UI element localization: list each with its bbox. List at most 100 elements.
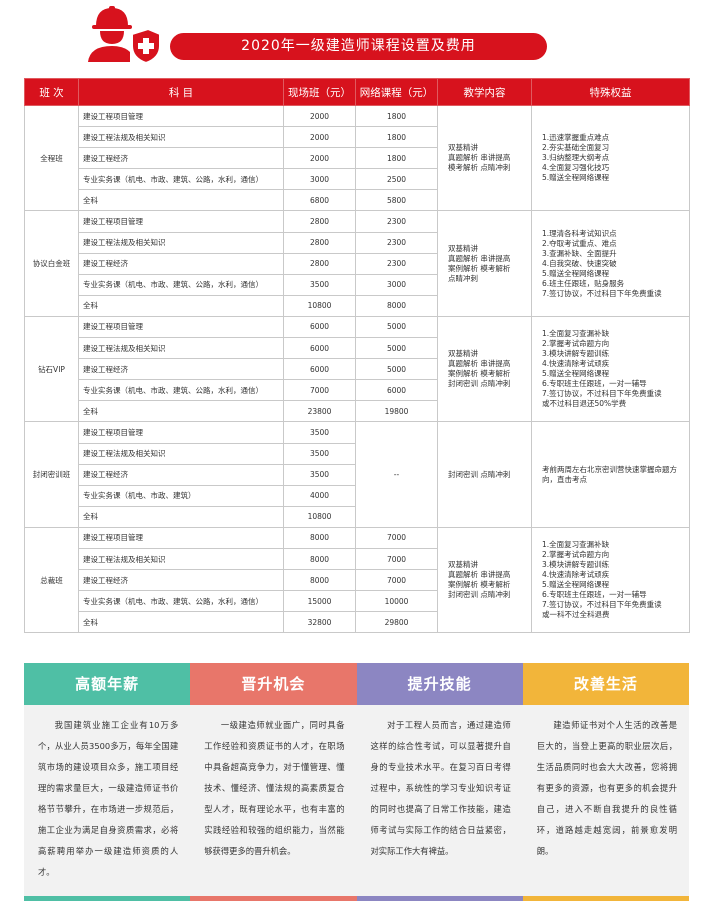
- online-price: 3000: [355, 273, 438, 296]
- table-row: 建设工程经济 3500: [25, 463, 690, 486]
- onsite-price: 2800: [283, 231, 356, 254]
- online-price: 8000: [355, 294, 438, 317]
- subject: 全科: [78, 505, 284, 528]
- onsite-price: 2000: [283, 147, 356, 170]
- online-price: 6000: [355, 379, 438, 402]
- teaching-line: 双基精讲: [448, 560, 478, 570]
- subject: 建设工程法规及相关知识: [78, 231, 284, 254]
- onsite-price: 4000: [283, 484, 356, 507]
- table-row: 总裁班 建设工程项目管理 8000 7000 双基精讲 真题解析 串讲提高 案例解析 模考解…: [24, 526, 690, 634]
- benefit-line: 6.专职班主任跟班，一对一辅导: [542, 379, 647, 389]
- benefit-line: 3.归纳整理大纲考点: [542, 153, 610, 163]
- online-price: 7000: [355, 569, 438, 592]
- benefit-line: 6.班主任跟班，贴身服务: [542, 278, 625, 288]
- subject: 建设工程经济: [78, 358, 284, 381]
- card-title: 提升技能: [356, 663, 523, 705]
- online-price: 1800: [355, 147, 438, 170]
- subject: 建设工程法规及相关知识: [78, 126, 284, 149]
- online-price: 29800: [355, 611, 438, 634]
- class-name: 钻石VIP: [24, 315, 79, 423]
- benefits: 1.全面复习查漏补缺 2.掌握考试命题方向 3.模块讲解专题训练 4.快速清除考试顽疾…: [531, 315, 690, 423]
- online-price: 5000: [355, 315, 438, 339]
- benefits: 1.理清各科考试知识点 2.夺取考试重点、难点 3.查漏补缺、全面提升 4.自我突破、…: [531, 210, 690, 317]
- teaching-line: 点睛冲刺: [448, 273, 478, 283]
- column-header: 现场班（元）: [283, 78, 356, 106]
- benefit-line: 2.夯实基础全面复习: [542, 143, 610, 153]
- benefit-line: 4.自我突破、快速突破: [542, 258, 617, 268]
- teaching-line: 案例解析 模考解析: [448, 580, 511, 590]
- card-strip: [522, 896, 689, 901]
- benefit-line: 6.专职班主任跟班，一对一辅导: [542, 590, 647, 600]
- benefit-line: 1.全面复习查漏补缺: [542, 540, 610, 550]
- online-price: --: [355, 421, 438, 528]
- icon: [88, 6, 161, 64]
- benefit-line: 1.全面复习查漏补缺: [542, 329, 610, 339]
- subject: 全科: [78, 294, 284, 317]
- onsite-price: 2800: [283, 210, 356, 233]
- online-price: 1800: [355, 104, 438, 128]
- onsite-price: 3000: [283, 168, 356, 191]
- column-header: 特殊权益: [531, 78, 690, 106]
- class-name: 封闭密训班: [24, 421, 79, 528]
- online-price: 10000: [355, 590, 438, 613]
- table-row: 封闭密训班 建设工程项目管理 3500 -- 封闭密训 点睛冲刺 考前两周左右北京密训营快…: [24, 421, 690, 528]
- teaching-line: 真题解析 串讲提高: [448, 253, 511, 263]
- subject: 建设工程经济: [78, 569, 284, 592]
- column-header: 班 次: [24, 78, 79, 106]
- benefit-line: 4.快速清除考试顽疾: [542, 570, 610, 580]
- benefit-line: 5.赠送全程网络课程: [542, 369, 610, 379]
- card-text: 对于工程人员而言，通过建造师这样的综合性考试，可以显著提升自身的专业技术水平。在…: [370, 720, 511, 856]
- column-header: 网络课程（元）: [355, 78, 438, 106]
- card-strip: [356, 896, 523, 901]
- teaching-content: 封闭密训 点睛冲刺: [437, 421, 532, 528]
- teaching-line: 真题解析 串讲提高: [448, 359, 511, 369]
- teaching-line: 双基精讲: [448, 349, 478, 359]
- teaching-line: 案例解析 模考解析: [448, 369, 511, 379]
- subject: 专业实务课（机电、市政、建筑、公路，水利，通信）: [78, 379, 284, 402]
- table-row: 建设工程经济 6000 5000: [25, 358, 690, 381]
- table-row: 全程班 建设工程项目管理 2000 1800 双基精讲 真题解析 串讲提高 模考解析 点睛冲…: [24, 104, 690, 212]
- onsite-price: 2000: [283, 104, 356, 128]
- class-name: 全程班: [24, 104, 79, 212]
- onsite-price: 3500: [283, 442, 356, 465]
- benefit-line: 7.签订协议，不过科目下年免费重读: [542, 389, 662, 399]
- subject: 建设工程项目管理: [78, 421, 284, 444]
- table-row: 专业实务课（机电、市政、建筑、公路，水利，通信） 15000 10000: [25, 590, 690, 613]
- teaching-line: 封闭密训 点睛冲刺: [448, 469, 511, 479]
- card-title: 高额年薪: [24, 663, 191, 705]
- subject: 建设工程项目管理: [78, 104, 284, 128]
- teaching-line: 双基精讲: [448, 243, 478, 253]
- course-table: 班 次科 目现场班（元） 网络课程（元） 教学内容 特殊权益 全程班 建设工程项目管理 2…: [24, 78, 690, 634]
- subject: 全科: [78, 400, 284, 423]
- benefit-line: 1.迅速掌握重点难点: [542, 133, 610, 143]
- onsite-price: 3500: [283, 421, 356, 444]
- subject: 建设工程项目管理: [78, 210, 284, 233]
- card: 提升技能对于工程人员而言，通过建造师这样的综合性考试，可以显著提升自身的专业技术…: [356, 663, 523, 901]
- benefit-line: 7.签订协议，不过科目下年免费重读: [542, 288, 662, 298]
- table-row: 全科 32800 29800: [25, 611, 690, 634]
- onsite-price: 7000: [283, 379, 356, 402]
- benefit-line: 或一科不过全科退费: [542, 610, 610, 620]
- subject: 专业实务课（机电、市政、建筑、公路，水利，通信）: [78, 168, 284, 191]
- subject: 建设工程项目管理: [78, 526, 284, 549]
- teaching-content: 双基精讲 真题解析 串讲提高 案例解析 模考解析 封闭密训 点睛冲刺: [437, 315, 532, 423]
- benefit-line: 4.快速清除考试顽疾: [542, 359, 610, 369]
- page-title: 2020年一级建造师课程设置及费用: [170, 33, 547, 60]
- online-price: 5000: [355, 337, 438, 360]
- class-name: 协议白金班: [24, 210, 79, 317]
- card-strip: [190, 896, 357, 901]
- online-price: 5000: [355, 358, 438, 381]
- table-row: 建设工程法规及相关知识 6000 5000: [25, 337, 690, 360]
- benefit-line: 1.理清各科考试知识点: [542, 228, 617, 238]
- benefit-line: 5.赠送全程网络课程: [542, 173, 610, 183]
- subject: 建设工程经济: [78, 463, 284, 486]
- card-text: 一级建造师就业面广，同时具备工作经验和资质证书的人才，在职场中具备超高竞争力，对…: [204, 720, 345, 856]
- card: 晋升机会 一级建造师就业面广，同时具备工作经验和资质证书的人才，在职场中具备超高竞…: [190, 663, 357, 901]
- onsite-price: 2000: [283, 126, 356, 149]
- subject: 建设工程法规及相关知识: [78, 442, 284, 465]
- online-price: 2300: [355, 210, 438, 233]
- onsite-price: 10800: [283, 294, 356, 317]
- onsite-price: 8000: [283, 569, 356, 592]
- benefit-line: 2.夺取考试重点、难点: [542, 238, 617, 248]
- teaching-line: 双基精讲: [448, 143, 478, 153]
